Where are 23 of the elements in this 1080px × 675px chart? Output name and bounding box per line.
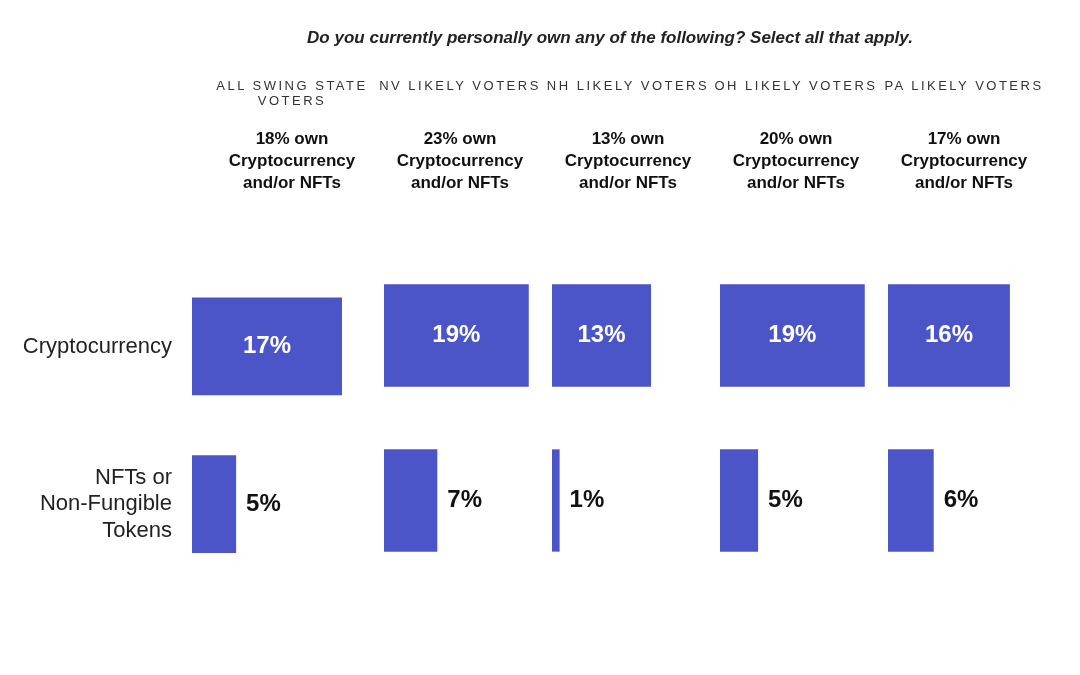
data-label: 5% <box>246 488 281 516</box>
chart-title: OH LIKELY VOTERS <box>713 78 879 95</box>
data-label: 5% <box>768 485 803 513</box>
chart-subtitle: 17% own Cryptocurrency and/or NFTs <box>899 128 1029 194</box>
data-label: 7% <box>447 485 483 513</box>
text: Do you currently personally own any of the following? Select all that apply. <box>306 27 914 49</box>
chart-title: PA LIKELY VOTERS <box>883 78 1045 95</box>
chart-subtitle: 23% own Cryptocurrency and/or NFTs <box>395 128 525 194</box>
data-label: 16% <box>924 320 973 348</box>
y-tick-label: Cryptocurrency <box>22 332 172 358</box>
data-label: 1% <box>569 485 605 513</box>
y-tick-label: NFTs or Non-Fungible Tokens <box>39 463 172 542</box>
data-label: 17% <box>242 331 292 359</box>
chart-subtitle: 13% own Cryptocurrency and/or NFTs <box>563 128 693 194</box>
chart-title: ALL SWING STATE VOTERS <box>215 78 369 110</box>
chart-title: NV LIKELY VOTERS <box>378 78 542 95</box>
data-label: 13% <box>577 320 626 348</box>
chart-subtitle: 20% own Cryptocurrency and/or NFTs <box>731 128 861 194</box>
chart-subtitle: 18% own Cryptocurrency and/or NFTs <box>227 128 357 194</box>
chart-title: NH LIKELY VOTERS <box>545 78 711 95</box>
data-label: 19% <box>432 320 481 348</box>
data-label: 6% <box>943 485 979 513</box>
data-label: 19% <box>768 320 817 348</box>
